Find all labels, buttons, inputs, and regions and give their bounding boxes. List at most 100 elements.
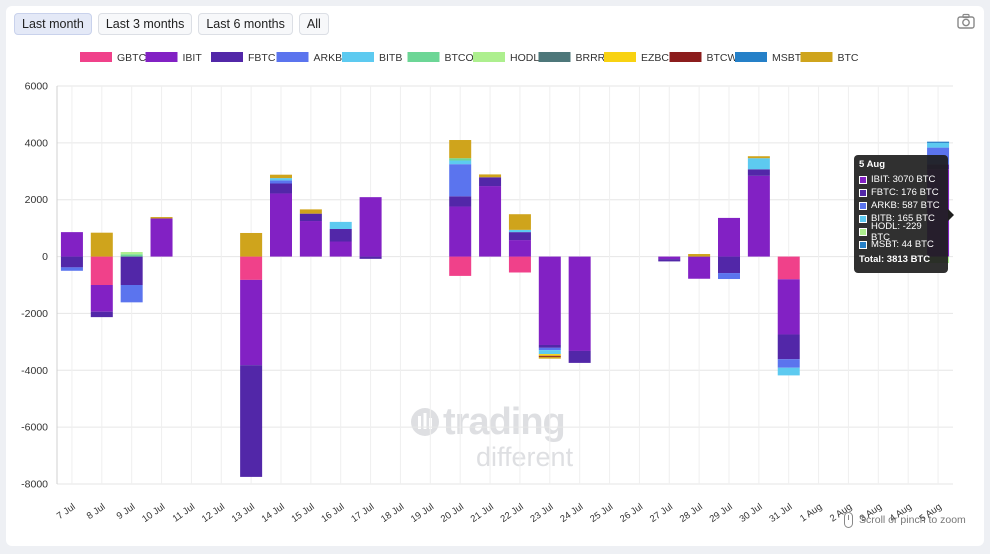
range-all-button[interactable]: All [298,13,329,35]
bar-segment-arkb [777,359,800,368]
x-tick-label: 8 Jul [85,501,108,522]
legend-swatch-ezbc [604,52,636,62]
range-selector: Last month Last 3 months Last 6 months A… [14,13,329,35]
y-tick-label: -8000 [21,479,48,491]
bar-segment-ibit [329,241,352,257]
bar-segment-fbtc [329,228,352,242]
y-tick-label: 2000 [25,194,49,206]
bar-segment-btc [479,174,502,178]
tooltip-row-label: MSBT: 44 BTC [871,239,934,250]
bar-segment-fbtc [90,311,113,318]
watermark-text-bottom: different [476,442,574,472]
legend-label-arkb: ARKB [314,52,343,64]
legend-label-brrr: BRRR [576,52,606,64]
x-tick-label: 17 Jul [349,501,376,525]
legend-label-btcw: BTCW [707,52,738,64]
range-last-3-months-button[interactable]: Last 3 months [97,13,193,35]
bar-segment-bitb [777,367,800,376]
x-tick-label: 23 Jul [528,501,555,525]
y-tick-label: -6000 [21,422,48,434]
bar-segment-gbtc [449,256,472,276]
legend-label-ibit: IBIT [183,52,203,64]
bar-segment-bitb [538,350,561,355]
tooltip-row: HODL: -229 BTC [859,221,943,243]
bar-segment-arkb [60,267,83,271]
bar-segment-fbtc [747,169,770,176]
x-tick-label: 25 Jul [588,501,615,525]
watermark: trading different [410,402,590,474]
legend-label-btc: BTC [838,52,859,64]
tooltip-row-label: HODL: -229 BTC [871,220,922,243]
legend-label-msbt: MSBT [772,52,802,64]
tooltip-swatch [859,188,867,197]
camera-icon[interactable] [957,13,975,29]
bar-segment-btcw [538,355,561,357]
bar-segment-ibit [449,206,472,257]
legend-swatch-brrr [538,52,571,62]
x-tick-label: 10 Jul [140,501,167,525]
x-tick-label: 20 Jul [439,501,466,525]
bar-segment-btc [688,254,711,257]
bar-segment-btc [747,156,770,159]
bar-segment-ibit [299,221,322,257]
y-tick-label: 4000 [25,137,49,149]
bar-segment-bitb [508,229,531,233]
x-tick-label: 26 Jul [618,501,645,525]
bar-segment-bitb [747,158,770,170]
tooltip-swatch [859,201,867,210]
bar-segment-ibit [240,279,263,366]
x-tick-label: 15 Jul [290,501,317,525]
scroll-mouse-icon [844,512,853,528]
bar-segment-ibit [479,186,502,257]
x-tick-label: 7 Jul [55,501,78,522]
bar-segment-ibit [60,232,83,257]
x-tick-label: 22 Jul [499,501,526,525]
x-tick-label: 28 Jul [678,501,705,525]
legend-swatch-msbt [735,52,767,62]
x-tick-label: 19 Jul [409,501,436,525]
tooltip-title: 5 Aug [859,159,886,170]
bar-segment-btc [508,214,531,230]
tooltip-swatch [859,175,867,184]
legend-label-fbtc: FBTC [248,52,276,64]
bar-segment-fbtc [718,256,740,274]
bar-segment-gbtc [90,256,113,285]
bar-segment-fbtc [270,183,292,194]
tooltip-row: BITB: 165 BTC [859,212,943,225]
range-last-month-button[interactable]: Last month [14,13,92,35]
bar-segment-fbtc [777,334,800,360]
x-tick-label: 30 Jul [738,501,765,525]
bar-segment-fbtc [568,350,591,363]
chart-card: Last month Last 3 months Last 6 months A… [6,6,984,546]
range-last-6-months-button[interactable]: Last 6 months [198,13,293,35]
x-tick-label: 12 Jul [200,501,227,525]
bar-segment-btc [150,217,173,219]
bar-segment-fbtc [508,232,531,241]
zoom-hint: Scroll or pinch to zoom [844,512,966,528]
tooltip-row: FBTC: 176 BTC [859,186,943,199]
watermark-text-top: trading [443,401,566,443]
tooltip-row-label: ARKB: 587 BTC [871,200,940,211]
bar-segment-btco [120,254,143,257]
tooltip-row: ARKB: 587 BTC [859,199,943,212]
legend-label-bitb: BITB [379,52,402,64]
x-tick-label: 11 Jul [171,501,198,524]
bar-segment-ibit [538,256,561,345]
bar-segment-ibit [150,218,173,257]
bar-segment-arkb [538,347,561,351]
bar-segment-btc [299,209,322,214]
bar-segment-fbtc [60,256,83,268]
tooltip-row-label: BITB: 165 BTC [871,213,935,224]
x-tick-label: 16 Jul [319,501,346,525]
bar-segment-btc [90,232,113,257]
bar-segment-bitb [449,160,472,165]
tooltip-row: IBIT: 3070 BTC [859,173,943,186]
legend-label-ezbc: EZBC [641,52,669,64]
legend-swatch-btco [407,52,440,62]
bar-segment-ibit [359,197,382,257]
x-tick-label: 1 Aug [798,501,824,524]
bar-segment-fbtc [538,344,561,348]
bar-segment-ibit [658,256,681,260]
bar-segment-fbtc [479,177,502,187]
